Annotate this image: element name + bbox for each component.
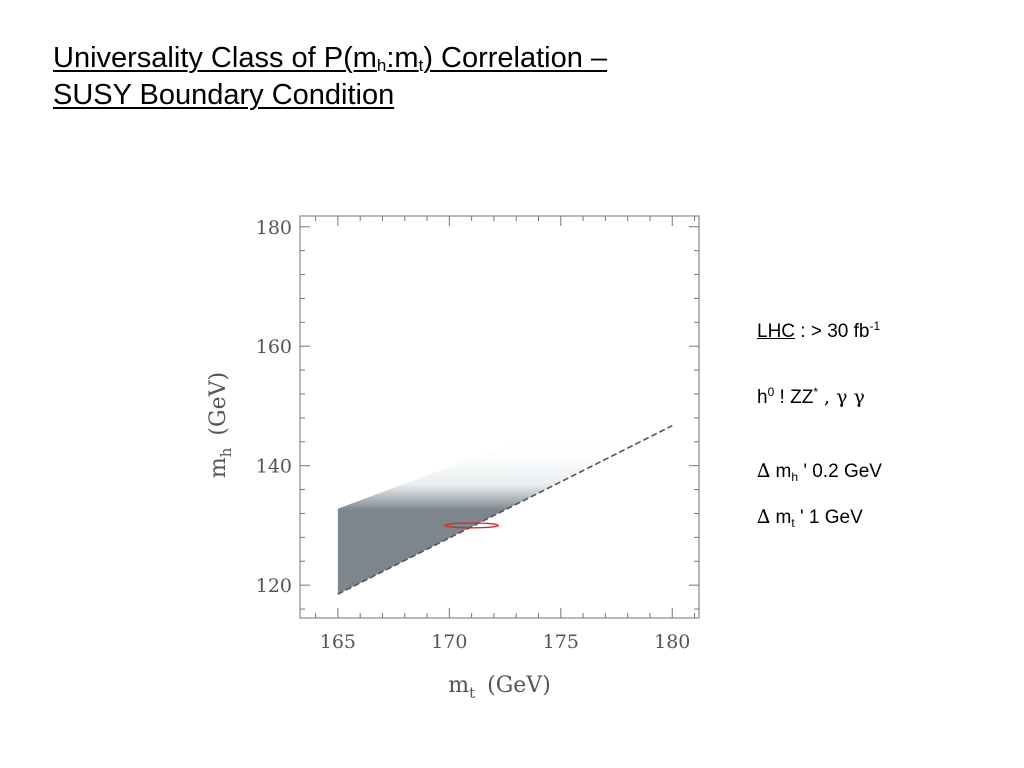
delta-mh: ∆ mh ' 0.2 GeV (757, 460, 882, 483)
title-text-part1: Universality Class of P(m (53, 42, 377, 74)
decay-channels: h0 ! ZZ* , γ γ (757, 386, 865, 409)
y-axis-label-main: m (206, 457, 231, 478)
delta-mh-symbol: ∆ (757, 460, 771, 482)
x-axis-label-main: m (448, 673, 469, 698)
lhc-luminosity-exp: -1 (869, 319, 881, 333)
title-text-line2: SUSY Boundary Condition (53, 79, 395, 111)
x-axis-label-unit: (GeV) (487, 673, 551, 698)
delta-mt-sub: t (791, 516, 795, 530)
axis-tick-labels: 165 170 175 180 120 140 160 180 (256, 217, 691, 653)
x-tick-label: 180 (654, 631, 690, 653)
band-lower-edge (337, 424, 673, 595)
lhc-uncertainty-ellipse (444, 522, 500, 529)
decay-h-sup: 0 (767, 385, 775, 399)
slide-title: Universality Class of P(mh:mt) Correlati… (53, 40, 753, 114)
y-axis-label-unit: (GeV) (206, 372, 231, 436)
title-sub-t: t (418, 56, 424, 75)
delta-mt-symbol: ∆ (757, 506, 771, 528)
lhc-luminosity-text: : > 30 fb (795, 321, 870, 342)
x-axis-label-sub: t (469, 684, 475, 702)
decay-zz-star: * (813, 385, 818, 399)
y-axis-label-sub: h (217, 447, 235, 457)
lhc-luminosity: LHC : > 30 fb-1 (757, 319, 881, 343)
y-axis-label: mh (GeV) (206, 372, 235, 478)
y-tick-label: 180 (256, 217, 292, 239)
plot-frame (299, 215, 700, 619)
title-text-part2: :m (386, 42, 419, 74)
delta-mh-value: ' 0.2 GeV (798, 461, 882, 482)
x-tick-label: 165 (320, 631, 356, 653)
delta-mt-m: m (770, 507, 792, 528)
delta-mt-value: ' 1 GeV (794, 507, 863, 528)
title-sub-h: h (376, 56, 387, 75)
y-tick-label: 160 (256, 336, 292, 358)
decay-gamma-gamma: , γ γ (818, 386, 865, 408)
decay-h: h (757, 387, 768, 408)
delta-mh-sub: h (791, 470, 799, 484)
x-tick-label: 170 (431, 631, 467, 653)
delta-mt: ∆ mt ' 1 GeV (757, 506, 863, 529)
decay-zz: ! ZZ (774, 387, 814, 408)
band-area (337, 383, 673, 595)
x-axis-label: mt (GeV) (448, 673, 551, 702)
lhc-ellipse (444, 522, 500, 529)
delta-mh-m: m (770, 461, 792, 482)
x-tick-label: 175 (543, 631, 579, 653)
title-text-part3: ) Correlation – (423, 42, 608, 74)
lhc-label: LHC (757, 321, 796, 342)
y-tick-label: 140 (256, 456, 292, 478)
allowed-band (337, 383, 673, 595)
axis-ticks (300, 216, 699, 618)
y-tick-label: 120 (256, 575, 292, 597)
